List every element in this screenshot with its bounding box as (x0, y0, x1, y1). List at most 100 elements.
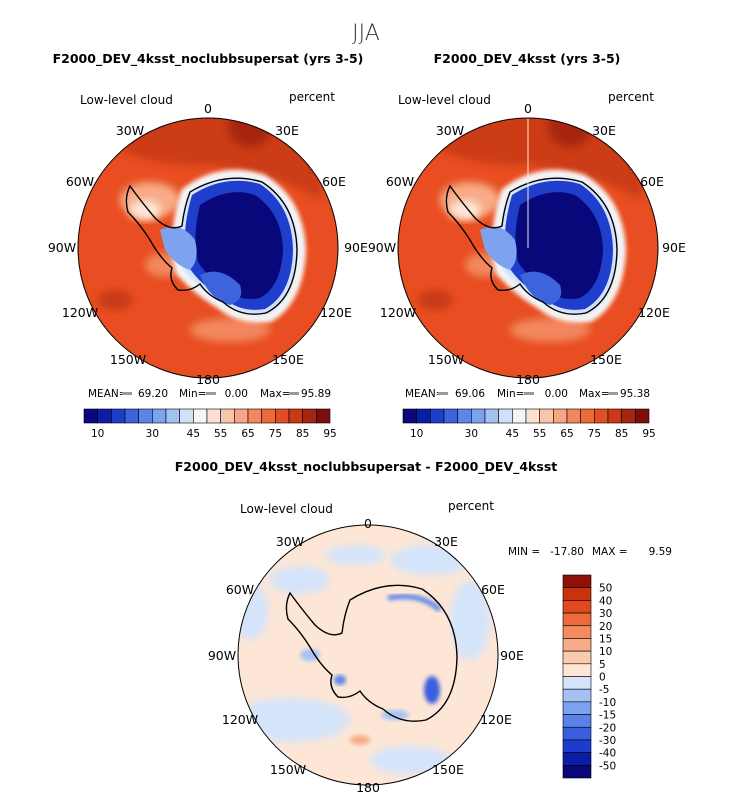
colorbar-swatch (97, 408, 112, 424)
colorbar-tick-label: -5 (599, 684, 609, 696)
panel-a-lon-150e: 150E (272, 352, 304, 367)
colorbar-swatch (220, 408, 235, 424)
panel-a-lon-180: 180 (196, 372, 220, 387)
panel-a-lon-30w: 30W (116, 123, 144, 138)
panel-b-lon-120e: 120E (638, 305, 670, 320)
colorbar-swatch (525, 408, 540, 424)
colorbar-tick-label: -20 (599, 722, 616, 734)
colorbar-swatch (302, 408, 317, 424)
panel-c-longitude-labels: 0 30E 60E 90E 120E 150E 180 150W 120W 90… (208, 516, 524, 795)
panel-b-title: F2000_DEV_4ksst (yrs 3-5) (434, 51, 621, 67)
panel-a-longitude-labels: 0 30E 60E 90E 120E 150E 180 150W 120W 90… (48, 101, 368, 387)
colorbar-swatch (635, 408, 650, 424)
panel-c-lon-150w: 150W (270, 762, 306, 777)
colorbar-tick-label: 10 (91, 428, 104, 440)
colorbar-swatch (275, 408, 290, 424)
colorbar-swatch (512, 408, 527, 424)
panel-b-mean-value: 69.06 (455, 388, 485, 400)
colorbar-swatch (562, 765, 592, 779)
colorbar-tick-label: 55 (533, 428, 546, 440)
panel-a-lon-30e: 30E (275, 123, 299, 138)
colorbar-swatch (471, 408, 486, 424)
colorbar-swatch (562, 587, 592, 601)
colorbar-swatch (562, 676, 592, 690)
colorbar-swatch (562, 638, 592, 652)
colorbar-swatch (562, 688, 592, 703)
panel-c: F2000_DEV_4ksst_noclubbsupersat - F2000_… (175, 459, 672, 795)
colorbar-swatch (179, 408, 194, 424)
colorbar-swatch (562, 752, 592, 766)
colorbar-swatch (562, 650, 592, 665)
panel-c-field-label: Low-level cloud (240, 502, 333, 516)
colorbar-swatch (111, 408, 126, 424)
colorbar-swatch (498, 408, 513, 424)
panel-b-map (398, 118, 658, 378)
panel-a-lon-120e: 120E (320, 305, 352, 320)
colorbar-swatch (443, 408, 458, 424)
panel-c-lon-180: 180 (356, 780, 380, 795)
panel-c-title: F2000_DEV_4ksst_noclubbsupersat - F2000_… (175, 459, 557, 475)
colorbar-tick-label: -10 (599, 697, 616, 709)
panel-b-lon-60e: 60E (640, 174, 664, 189)
colorbar-swatch (566, 408, 581, 424)
colorbar-swatch (594, 408, 609, 424)
panel-b-max-label: Max= (579, 388, 610, 400)
panel-a-map-border (77, 117, 339, 379)
panel-c-lon-90w: 90W (208, 648, 236, 663)
colorbar-tick-label: -40 (599, 748, 616, 760)
panel-a-colorbar: 10 30 45 55 65 75 85 95 (83, 408, 337, 440)
colorbar-tick-label: -15 (599, 710, 616, 722)
colorbar-swatch (562, 574, 592, 588)
colorbar-tick-label: 30 (146, 428, 159, 440)
colorbar-swatch (580, 408, 595, 424)
colorbar-swatch (562, 625, 592, 639)
panel-c-lon-120w: 120W (222, 712, 258, 727)
panel-c-units: percent (448, 499, 494, 513)
colorbar-swatch (402, 408, 417, 424)
panel-a-field-label: Low-level cloud (80, 93, 173, 107)
colorbar-tick-label: 0 (599, 672, 606, 684)
panel-a-lon-90w: 90W (48, 240, 76, 255)
colorbar-swatch (165, 408, 180, 424)
colorbar-tick-label: 65 (560, 428, 573, 440)
panel-a-min-label: Min= (179, 388, 206, 400)
colorbar-tick-label: 50 (599, 583, 612, 595)
panel-a-lon-90e: 90E (344, 240, 368, 255)
colorbar-swatch (562, 663, 592, 677)
panel-c-map (238, 525, 498, 785)
colorbar-tick-label: 85 (296, 428, 309, 440)
colorbar-tick-label: 40 (599, 595, 612, 607)
panel-b-colorbar: 10 30 45 55 65 75 85 95 (402, 408, 656, 440)
colorbar-tick-label: 5 (599, 659, 606, 671)
panel-b-stats: MEAN= 69.06 Min= 0.00 Max= 95.38 (405, 388, 650, 400)
panel-b-lon-120w: 120W (380, 305, 416, 320)
panel-c-lon-90e: 90E (500, 648, 524, 663)
panel-a-lon-60e: 60E (322, 174, 346, 189)
colorbar-tick-label: 30 (465, 428, 478, 440)
colorbar-swatch (206, 408, 221, 424)
panel-a-max-value: 95.89 (301, 388, 331, 400)
colorbar-swatch (193, 408, 208, 424)
panel-a-lon-150w: 150W (110, 352, 146, 367)
panel-c-max-value: 9.59 (649, 546, 672, 558)
colorbar-tick-label: 10 (599, 646, 612, 658)
panel-b-field-label: Low-level cloud (398, 93, 491, 107)
panel-c-stats: MIN = -17.80 MAX = 9.59 (508, 546, 672, 558)
panel-a-lon-60w: 60W (66, 174, 94, 189)
panel-b-mean-label: MEAN= (405, 388, 445, 400)
colorbar-swatch (562, 612, 592, 627)
panel-b-longitude-labels: 0 30E 60E 90E 120E 150E 180 150W 120W 90… (368, 101, 686, 387)
panel-b-map-border (397, 117, 659, 379)
colorbar-tick-label: -50 (599, 760, 616, 772)
panel-b-lon-90w: 90W (368, 240, 396, 255)
panel-c-lon-120e: 120E (480, 712, 512, 727)
panel-b-lon-0: 0 (524, 101, 532, 116)
colorbar-tick-label: 75 (269, 428, 282, 440)
panel-a-mean-value: 69.20 (138, 388, 168, 400)
colorbar-tick-label: 45 (506, 428, 519, 440)
colorbar-tick-label: -30 (599, 735, 616, 747)
panel-a-stats: MEAN= 69.20 Min= 0.00 Max= 95.89 (88, 388, 331, 400)
panel-a-units: percent (289, 90, 335, 104)
colorbar-swatch (553, 408, 568, 424)
